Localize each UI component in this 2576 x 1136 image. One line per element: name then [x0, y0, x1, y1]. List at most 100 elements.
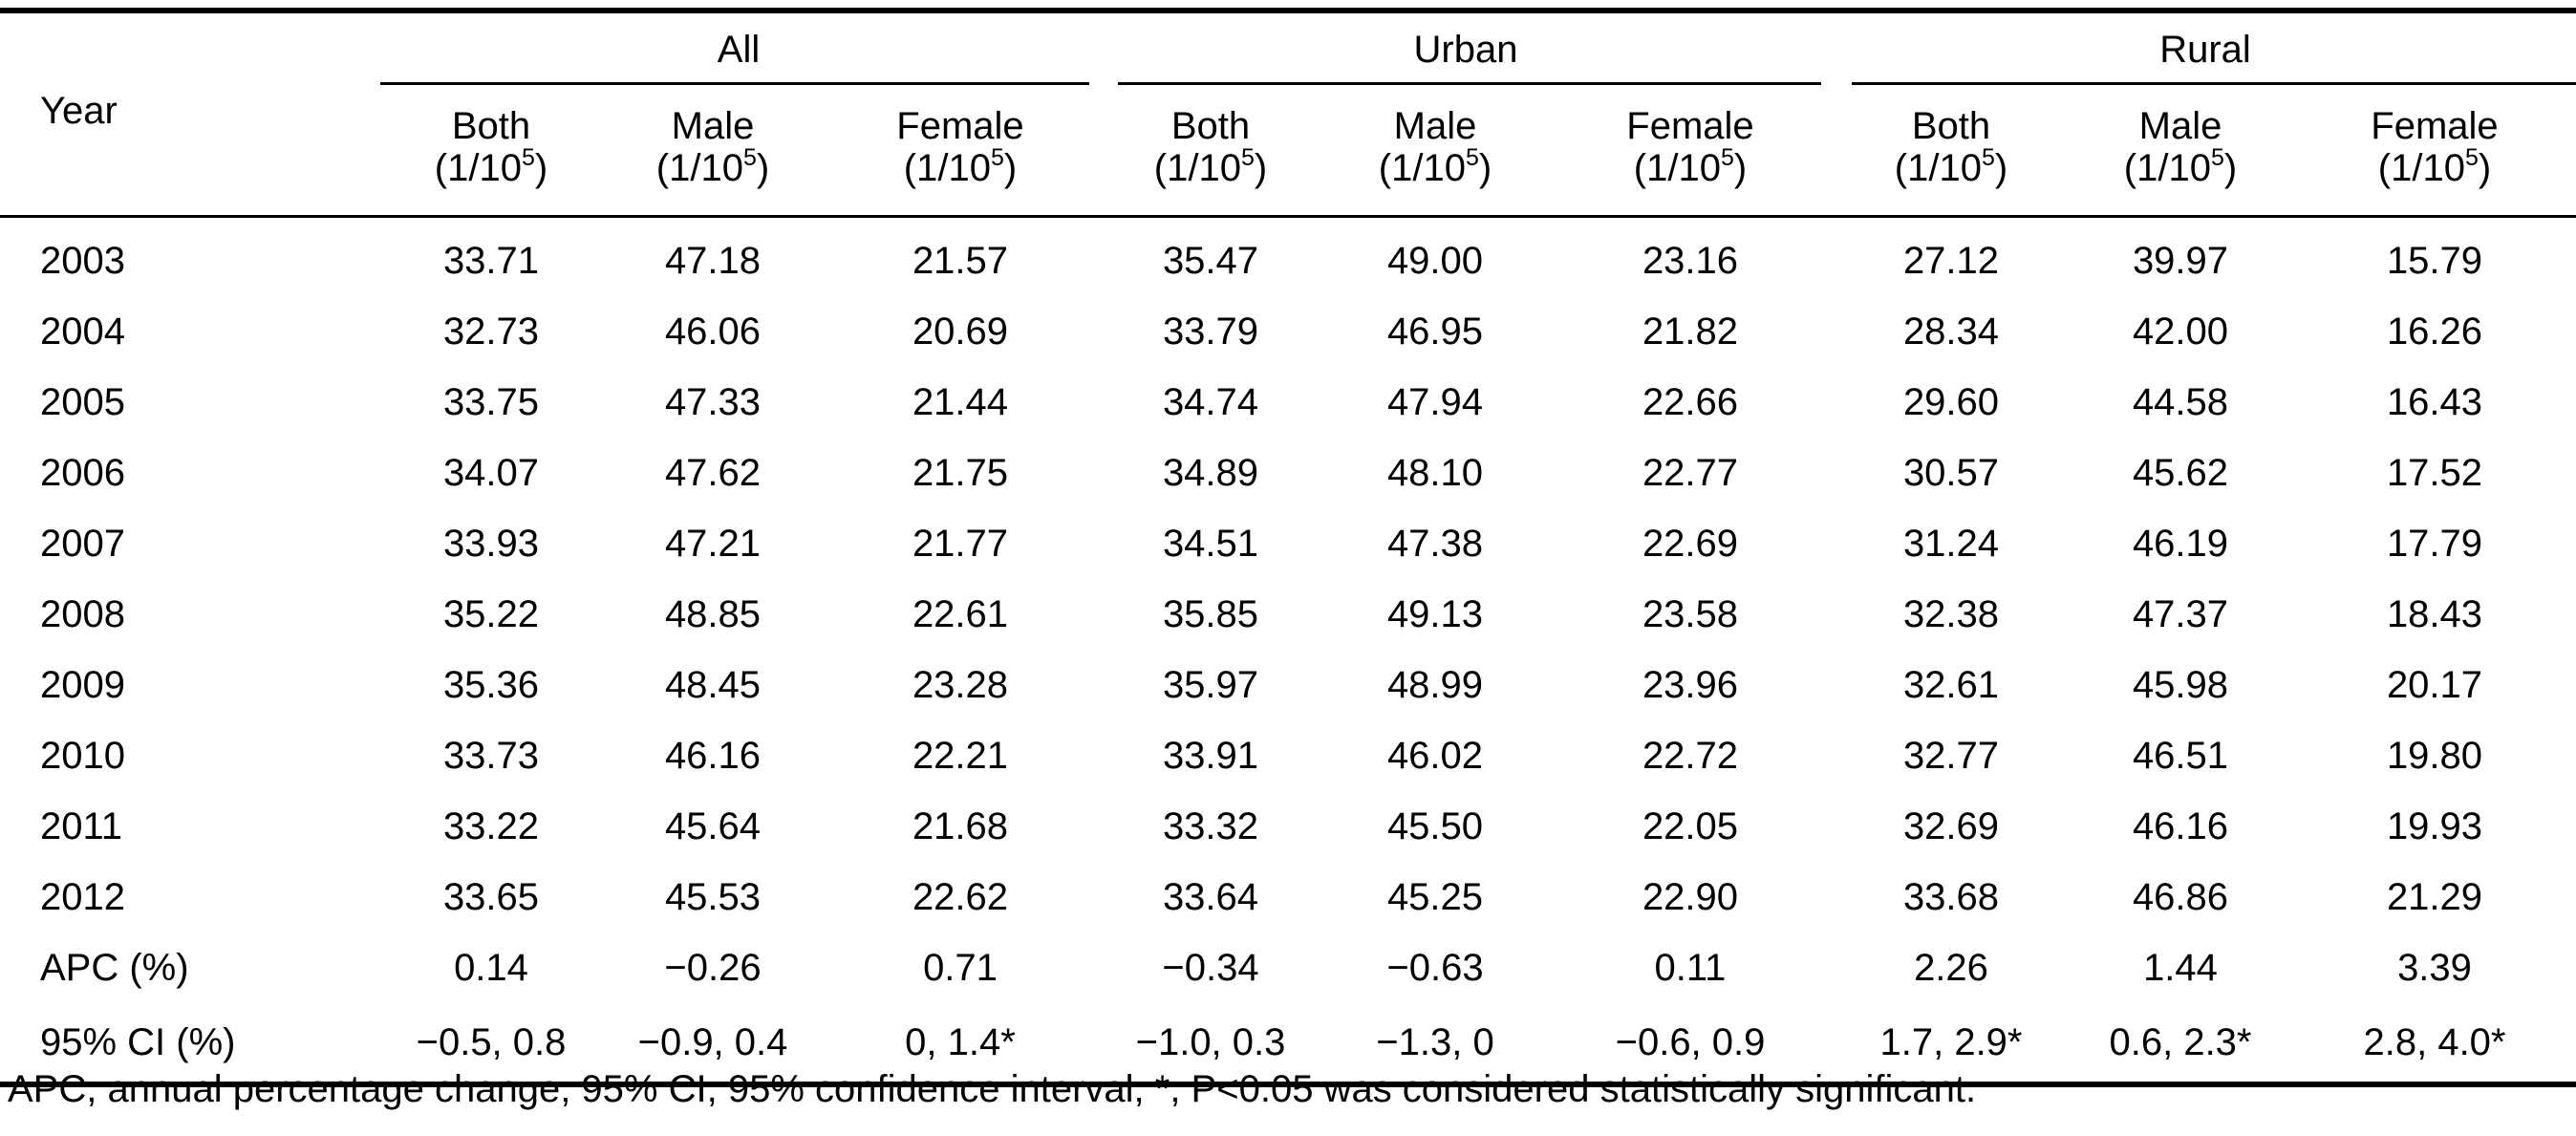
table-cell: 28.34 — [1902, 311, 2000, 353]
table-cell: 34.74 — [1162, 381, 1259, 423]
subheader-label: Female — [1626, 105, 1754, 147]
table-cell: 34.89 — [1162, 452, 1259, 494]
table-cell: 35.22 — [442, 593, 540, 635]
table-cell: 33.79 — [1162, 311, 1259, 353]
table-cell: 34.51 — [1162, 523, 1259, 565]
table-cell: 17.79 — [2386, 523, 2483, 565]
unit-exponent: 5 — [521, 144, 535, 171]
table-cell: 21.82 — [1642, 311, 1739, 353]
table-cell: 47.21 — [664, 523, 762, 565]
table-cell: 33.93 — [442, 523, 540, 565]
row-label: APC (%) — [40, 947, 189, 989]
table-cell: −0.34 — [1162, 947, 1259, 989]
table-cell: 47.33 — [664, 381, 762, 423]
table-cell: 33.75 — [442, 381, 540, 423]
table-cell: −1.0, 0.3 — [1135, 1021, 1286, 1063]
row-label: 2011 — [40, 805, 123, 847]
table-cell: 45.62 — [2132, 452, 2229, 494]
table-cell: 33.73 — [442, 735, 540, 777]
table-cell: 46.19 — [2132, 523, 2229, 565]
table-row: 2012 33.65 45.53 22.62 33.64 45.25 22.90 33.68 4… — [0, 862, 2576, 932]
table-row: 2008 35.22 48.85 22.61 35.85 49.13 23.58 32.38 4… — [0, 579, 2576, 650]
subheader-label: Female — [896, 105, 1024, 147]
table-cell: 27.12 — [1902, 240, 2000, 282]
subheader-label: Both — [1911, 105, 1991, 147]
table-cell: 33.65 — [442, 876, 540, 918]
unit-close: ) — [756, 147, 770, 189]
table-cell: 35.97 — [1162, 664, 1259, 706]
unit-base: (1/10 — [1894, 147, 1982, 189]
table-cell: 35.85 — [1162, 593, 1259, 635]
unit-base: (1/10 — [1378, 147, 1466, 189]
subheader-male: Male (1/105) — [2068, 85, 2293, 217]
row-label: 2007 — [40, 523, 125, 565]
table-cell: 16.26 — [2386, 311, 2483, 353]
subheader-unit: (1/105) — [380, 144, 602, 190]
unit-close: ) — [1733, 147, 1748, 189]
table-cell: 33.68 — [1902, 876, 2000, 918]
table-cell: 32.73 — [442, 311, 540, 353]
year-column-header: Year — [40, 90, 118, 132]
table-cell: 23.58 — [1642, 593, 1739, 635]
subheader-both: Both (1/105) — [380, 85, 602, 217]
table-cell: 21.75 — [912, 452, 1009, 494]
table-cell: 46.06 — [664, 311, 762, 353]
table-cell: 45.50 — [1386, 805, 1484, 847]
table-cell: 22.21 — [912, 735, 1009, 777]
table-cell: 0.14 — [454, 947, 528, 989]
table-cell: 32.77 — [1902, 735, 2000, 777]
table-cell: 48.10 — [1386, 452, 1484, 494]
table-cell: 2.26 — [1914, 947, 1988, 989]
table-row: 2003 33.71 47.18 21.57 35.47 49.00 23.16 27.12 3… — [0, 217, 2576, 297]
table-cell: 21.29 — [2386, 876, 2483, 918]
subheader-label: Male — [671, 105, 755, 147]
table-cell: 45.64 — [664, 805, 762, 847]
table-cell: 23.28 — [912, 664, 1009, 706]
table-cell: 30.57 — [1902, 452, 2000, 494]
table-cell: 35.36 — [442, 664, 540, 706]
unit-exponent: 5 — [2210, 144, 2224, 171]
group-header-rural: Rural — [1835, 13, 2576, 85]
table-cell: 20.69 — [912, 311, 1009, 353]
subheader-label: Both — [451, 105, 531, 147]
table-cell: −1.3, 0 — [1376, 1021, 1494, 1063]
table-cell: −0.6, 0.9 — [1615, 1021, 1766, 1063]
subheader-unit: (1/105) — [1835, 146, 2068, 190]
table-cell: 18.43 — [2386, 593, 2483, 635]
table-row: 2005 33.75 47.33 21.44 34.74 47.94 22.66 29.60 4… — [0, 367, 2576, 438]
table-cell: 21.68 — [912, 805, 1009, 847]
unit-base: (1/10 — [903, 147, 991, 189]
unit-exponent: 5 — [1465, 144, 1479, 171]
table-cell: 22.66 — [1642, 381, 1739, 423]
table-cell: 35.47 — [1162, 240, 1259, 282]
unit-base: (1/10 — [2123, 147, 2211, 189]
table-cell: 20.17 — [2386, 664, 2483, 706]
table-row: 2004 32.73 46.06 20.69 33.79 46.95 21.82 28.34 4… — [0, 296, 2576, 367]
unit-exponent: 5 — [742, 144, 757, 171]
table-cell: 31.24 — [1902, 523, 2000, 565]
unit-close: ) — [2223, 147, 2238, 189]
subheader-female: Female (1/105) — [824, 85, 1097, 217]
table-cell: 47.94 — [1386, 381, 1484, 423]
row-label: 2012 — [40, 876, 125, 918]
table-cell: 44.58 — [2132, 381, 2229, 423]
subheader-row: Both (1/105) Male (1/105) Female (1/105) Both(… — [0, 85, 2576, 217]
table-cell: 21.57 — [912, 240, 1009, 282]
subheader-label: Both — [1170, 105, 1251, 147]
table-cell: 21.44 — [912, 381, 1009, 423]
table-cell: 42.00 — [2132, 311, 2229, 353]
unit-close: ) — [1003, 147, 1018, 189]
table-cell: 33.71 — [442, 240, 540, 282]
unit-base: (1/10 — [2377, 147, 2465, 189]
table-cell: 48.99 — [1386, 664, 1484, 706]
table-cell: 0, 1.4* — [905, 1021, 1016, 1063]
table-row: 2006 34.07 47.62 21.75 34.89 48.10 22.77 30.57 4… — [0, 438, 2576, 508]
table-cell: 45.25 — [1386, 876, 1484, 918]
unit-close: ) — [1994, 147, 2008, 189]
group-header-all: All — [380, 13, 1097, 85]
table-cell: 46.51 — [2132, 735, 2229, 777]
unit-base: (1/10 — [434, 147, 522, 189]
subheader-male: Male (1/105) — [602, 85, 824, 217]
unit-exponent: 5 — [2464, 144, 2479, 171]
